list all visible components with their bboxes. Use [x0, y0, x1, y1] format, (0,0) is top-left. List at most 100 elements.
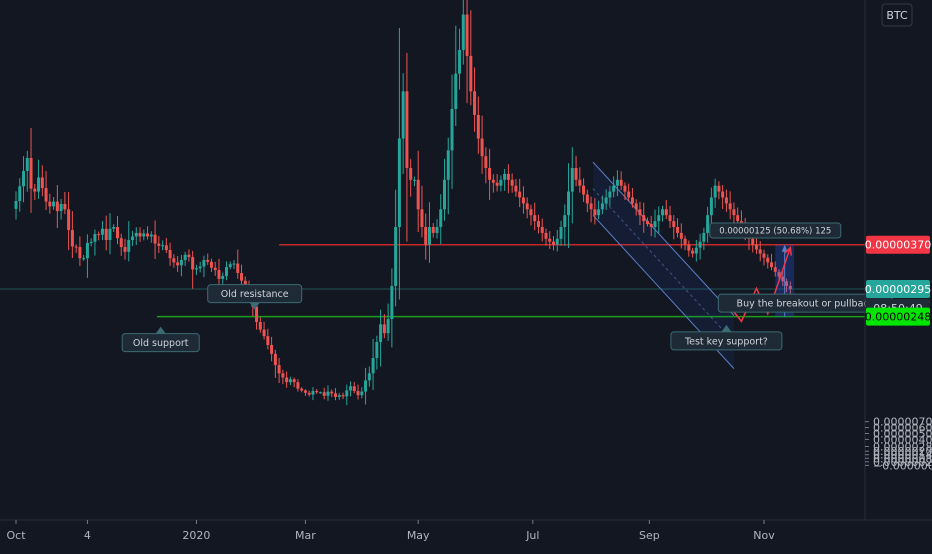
- candle[interactable]: [97, 231, 101, 241]
- candle[interactable]: [409, 159, 413, 197]
- candle[interactable]: [131, 230, 135, 247]
- candle[interactable]: [213, 261, 217, 276]
- candle[interactable]: [424, 213, 428, 260]
- candle[interactable]: [100, 221, 104, 241]
- candle[interactable]: [480, 115, 484, 174]
- candle[interactable]: [491, 174, 495, 193]
- candle[interactable]: [390, 268, 394, 348]
- candle[interactable]: [420, 185, 424, 238]
- candle[interactable]: [232, 259, 236, 269]
- candle[interactable]: [645, 217, 649, 227]
- candle[interactable]: [300, 387, 304, 393]
- candle[interactable]: [179, 254, 183, 277]
- candle[interactable]: [307, 390, 311, 397]
- candle[interactable]: [600, 195, 604, 215]
- candle[interactable]: [604, 189, 608, 210]
- candle[interactable]: [115, 215, 119, 245]
- candle[interactable]: [202, 255, 206, 278]
- candle[interactable]: [435, 219, 439, 239]
- candle[interactable]: [262, 321, 266, 340]
- candle[interactable]: [672, 215, 676, 240]
- candle[interactable]: [612, 176, 616, 198]
- candle[interactable]: [142, 229, 146, 241]
- candle[interactable]: [461, 0, 465, 65]
- candle[interactable]: [540, 218, 544, 242]
- candle[interactable]: [341, 392, 345, 400]
- candle[interactable]: [349, 381, 353, 397]
- candle[interactable]: [676, 218, 680, 238]
- candle[interactable]: [469, 10, 473, 106]
- candle[interactable]: [548, 231, 552, 249]
- candle[interactable]: [40, 165, 44, 197]
- candle[interactable]: [559, 220, 563, 246]
- candle[interactable]: [567, 163, 571, 249]
- candle[interactable]: [465, 0, 469, 104]
- candle[interactable]: [176, 256, 180, 273]
- candle[interactable]: [240, 264, 244, 285]
- candle[interactable]: [382, 314, 386, 339]
- candle[interactable]: [728, 191, 732, 220]
- candle[interactable]: [687, 240, 691, 257]
- candle[interactable]: [597, 200, 601, 220]
- candle[interactable]: [694, 240, 698, 262]
- candle[interactable]: [661, 205, 665, 222]
- candle[interactable]: [544, 228, 548, 246]
- candle[interactable]: [146, 226, 150, 240]
- candle[interactable]: [18, 178, 22, 212]
- projection-path[interactable]: [720, 247, 792, 323]
- candle[interactable]: [273, 349, 277, 378]
- candle[interactable]: [683, 235, 687, 251]
- candle[interactable]: [44, 171, 48, 210]
- candle[interactable]: [236, 249, 240, 279]
- candle[interactable]: [788, 281, 792, 295]
- candle[interactable]: [521, 186, 525, 214]
- candle[interactable]: [702, 227, 706, 251]
- candle[interactable]: [698, 233, 702, 260]
- candle[interactable]: [356, 384, 360, 400]
- candle[interactable]: [14, 191, 18, 220]
- candle[interactable]: [22, 156, 26, 203]
- candle[interactable]: [164, 238, 168, 253]
- candle[interactable]: [514, 179, 518, 197]
- candle[interactable]: [224, 261, 228, 281]
- candle[interactable]: [345, 384, 349, 406]
- candle[interactable]: [401, 73, 405, 175]
- candle[interactable]: [55, 185, 59, 229]
- candle[interactable]: [194, 264, 198, 275]
- candle[interactable]: [93, 229, 97, 256]
- candle[interactable]: [337, 392, 341, 400]
- candle[interactable]: [394, 189, 398, 307]
- candle[interactable]: [183, 251, 187, 266]
- candle[interactable]: [473, 67, 477, 132]
- candle[interactable]: [615, 170, 619, 197]
- candle[interactable]: [536, 214, 540, 234]
- candle[interactable]: [157, 235, 161, 254]
- candle[interactable]: [758, 241, 762, 262]
- candle[interactable]: [582, 178, 586, 202]
- annotation-test-key-support[interactable]: Test key support?: [670, 324, 783, 351]
- candle[interactable]: [364, 367, 368, 405]
- candle[interactable]: [25, 150, 29, 192]
- candle[interactable]: [172, 254, 176, 268]
- candle[interactable]: [649, 215, 653, 237]
- candle[interactable]: [74, 244, 78, 253]
- candle[interactable]: [664, 200, 668, 220]
- candle[interactable]: [770, 253, 774, 271]
- candle[interactable]: [721, 185, 725, 210]
- candle[interactable]: [70, 211, 74, 258]
- candle[interactable]: [506, 164, 510, 194]
- candle[interactable]: [552, 236, 556, 251]
- channel-upper-line[interactable]: [592, 161, 735, 316]
- candle[interactable]: [258, 317, 262, 333]
- candle[interactable]: [315, 389, 319, 394]
- candle[interactable]: [431, 223, 435, 238]
- candle[interactable]: [29, 127, 33, 213]
- candle[interactable]: [416, 150, 420, 232]
- candle[interactable]: [574, 155, 578, 187]
- candle[interactable]: [766, 254, 770, 269]
- candle[interactable]: [48, 193, 52, 214]
- candle[interactable]: [187, 249, 191, 262]
- annotation-measure[interactable]: 0.00000125 (50.68%) 125: [709, 222, 842, 239]
- candle[interactable]: [634, 199, 638, 216]
